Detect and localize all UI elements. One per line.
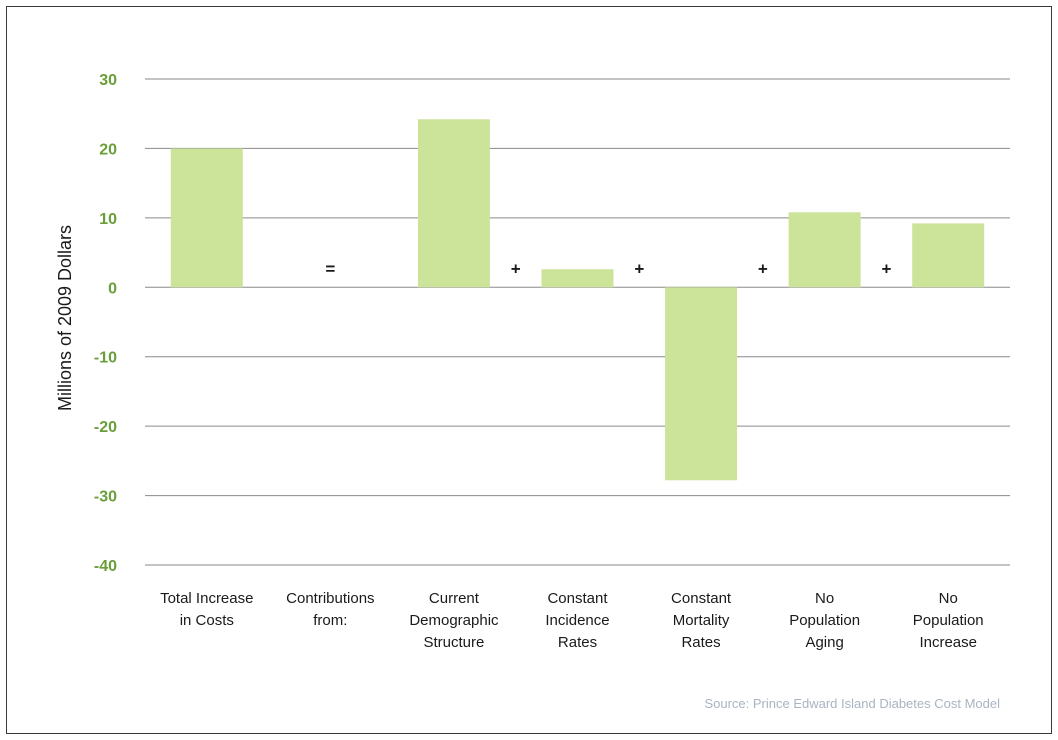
category-label-line: from: bbox=[313, 612, 347, 629]
y-tick-label: 20 bbox=[99, 141, 117, 158]
operator-label: + bbox=[634, 259, 644, 278]
category-label-line: No bbox=[939, 590, 958, 607]
bar bbox=[170, 148, 243, 288]
category-label-line: in Costs bbox=[180, 612, 234, 629]
category-label: No Population Increase bbox=[913, 590, 984, 651]
category-label-line: Structure bbox=[423, 634, 484, 651]
bars bbox=[170, 119, 985, 481]
category-label-line: Demographic bbox=[409, 612, 499, 629]
category-label-line: Current bbox=[429, 590, 480, 607]
category-label-line: No bbox=[815, 590, 834, 607]
y-tick-label: -30 bbox=[94, 489, 117, 506]
category-labels: Total Increase in Costs Contributions from:… bbox=[160, 590, 984, 651]
category-label-line: Mortality bbox=[673, 612, 730, 629]
category-label-line: Constant bbox=[547, 590, 608, 607]
category-label-line: Population bbox=[789, 612, 860, 629]
operator-label: + bbox=[881, 259, 891, 278]
chart-frame bbox=[6, 6, 1052, 734]
category-label-line: Total Increase bbox=[160, 590, 253, 607]
category-label: Current Demographic Structure bbox=[409, 590, 499, 651]
operator-labels: = + + + + bbox=[325, 259, 891, 278]
category-label-line: Contributions bbox=[286, 590, 374, 607]
category-label: Contributions from: bbox=[286, 590, 374, 629]
bar bbox=[417, 119, 490, 288]
category-label-line: Rates bbox=[558, 634, 597, 651]
category-label-line: Incidence bbox=[545, 612, 609, 629]
category-label-line: Aging bbox=[805, 634, 843, 651]
y-tick-labels: 30 20 10 0 -10 -20 -30 -40 bbox=[94, 72, 117, 575]
y-tick-label: -10 bbox=[94, 350, 117, 367]
operator-label: + bbox=[758, 259, 768, 278]
y-tick-label: -40 bbox=[94, 558, 117, 575]
category-label: Constant Mortality Rates bbox=[671, 590, 732, 651]
category-label-line: Increase bbox=[919, 634, 977, 651]
gridlines bbox=[145, 78, 1010, 566]
y-tick-label: -20 bbox=[94, 419, 117, 436]
category-label-line: Population bbox=[913, 612, 984, 629]
category-label: Constant Incidence Rates bbox=[545, 590, 609, 651]
bar bbox=[541, 269, 614, 288]
source-note: Source: Prince Edward Island Diabetes Co… bbox=[704, 696, 1000, 711]
y-tick-label: 30 bbox=[99, 72, 117, 89]
y-axis-label: Millions of 2009 Dollars bbox=[55, 225, 75, 411]
y-tick-label: 0 bbox=[108, 280, 117, 297]
y-tick-label: 10 bbox=[99, 211, 117, 228]
category-label: Total Increase in Costs bbox=[160, 590, 253, 629]
category-label: No Population Aging bbox=[789, 590, 860, 651]
operator-label: + bbox=[511, 259, 521, 278]
bar bbox=[665, 287, 738, 481]
category-label-line: Rates bbox=[681, 634, 720, 651]
bar bbox=[788, 212, 861, 288]
operator-label: = bbox=[325, 259, 335, 278]
category-label-line: Constant bbox=[671, 590, 732, 607]
bar bbox=[912, 223, 985, 288]
